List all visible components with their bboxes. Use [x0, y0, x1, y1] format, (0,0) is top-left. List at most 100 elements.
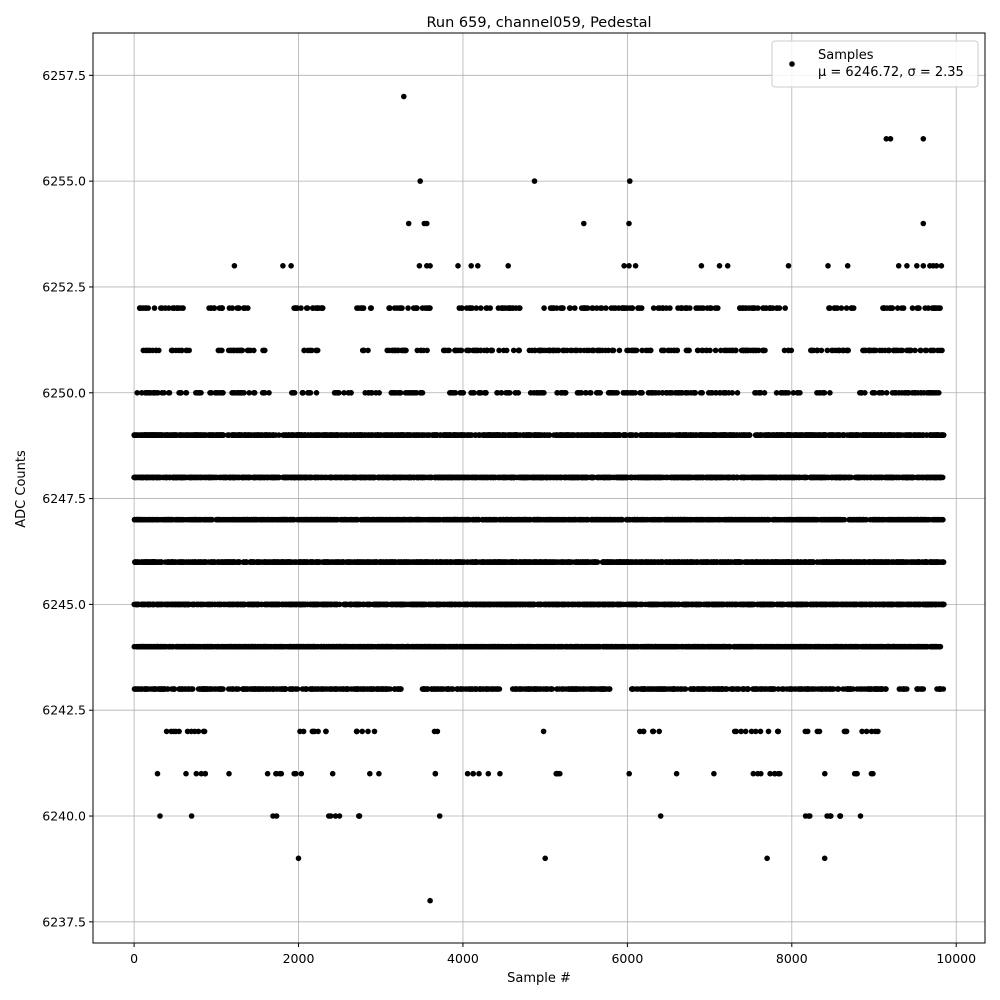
- data-point: [617, 559, 624, 565]
- data-point: [479, 601, 485, 608]
- data-point: [278, 643, 285, 650]
- data-point: [937, 686, 944, 692]
- data-point: [477, 686, 483, 692]
- data-point: [872, 643, 879, 650]
- data-point: [174, 643, 180, 650]
- data-point: [474, 559, 480, 565]
- data-point: [263, 686, 270, 692]
- data-point: [777, 559, 784, 565]
- data-point: [606, 686, 613, 692]
- data-point: [845, 643, 852, 650]
- data-point: [354, 559, 361, 565]
- data-point: [382, 601, 388, 608]
- data-point: [381, 559, 387, 565]
- data-point: [908, 559, 915, 565]
- data-point: [186, 686, 192, 692]
- data-point: [565, 686, 571, 692]
- data-point: [595, 601, 601, 608]
- data-point: [601, 643, 608, 650]
- data-point: [601, 601, 608, 608]
- data-point: [788, 601, 794, 608]
- data-point: [795, 686, 802, 692]
- data-point: [834, 686, 841, 692]
- data-point: [543, 601, 549, 608]
- data-point: [417, 643, 424, 650]
- data-point: [302, 601, 308, 608]
- data-point: [503, 601, 509, 608]
- data-point: [745, 643, 752, 650]
- data-point: [199, 686, 206, 692]
- data-point: [180, 559, 187, 565]
- data-point: [638, 601, 645, 608]
- data-point: [324, 559, 331, 565]
- data-point: [702, 686, 708, 692]
- data-point: [651, 643, 658, 650]
- data-point: [247, 686, 253, 692]
- data-point: [733, 601, 740, 608]
- data-point: [908, 601, 915, 608]
- data-point: [442, 601, 448, 608]
- data-point: [337, 686, 344, 692]
- data-point: [625, 601, 632, 608]
- data-point: [575, 686, 581, 692]
- data-point: [252, 686, 259, 692]
- data-point: [900, 686, 906, 692]
- data-point: [294, 686, 301, 692]
- data-point: [449, 601, 456, 608]
- data-point: [791, 643, 798, 650]
- data-point: [242, 601, 248, 608]
- data-point: [396, 559, 403, 565]
- data-point: [786, 643, 792, 650]
- data-point: [879, 686, 885, 692]
- data-point: [380, 686, 386, 692]
- data-point: [527, 559, 533, 565]
- data-point: [204, 686, 211, 692]
- data-point: [512, 559, 519, 565]
- data-point: [687, 643, 694, 650]
- data-point: [745, 601, 752, 608]
- data-point: [629, 686, 636, 692]
- data-point: [389, 559, 395, 565]
- data-point: [186, 601, 192, 608]
- data-point: [722, 559, 729, 565]
- data-point: [215, 643, 221, 650]
- data-point: [444, 686, 451, 692]
- data-point: [762, 643, 769, 650]
- data-point: [433, 601, 440, 608]
- data-point: [320, 559, 326, 565]
- data-point: [458, 643, 464, 650]
- data-point: [259, 686, 266, 692]
- data-point: [808, 643, 814, 650]
- data-point: [889, 643, 896, 650]
- data-point: [318, 643, 325, 650]
- data-point: [242, 643, 249, 650]
- data-point: [133, 559, 140, 565]
- data-point: [708, 559, 715, 565]
- data-point: [600, 686, 606, 692]
- data-point: [473, 643, 479, 650]
- data-point: [429, 643, 435, 650]
- data-point: [780, 686, 787, 692]
- data-point: [465, 601, 471, 608]
- data-point: [211, 601, 218, 608]
- data-point: [290, 643, 297, 650]
- data-point: [665, 601, 672, 608]
- data-point: [769, 686, 776, 692]
- data-point: [647, 643, 653, 650]
- data-point: [607, 643, 614, 650]
- data-point: [314, 559, 321, 565]
- data-point: [923, 643, 929, 650]
- data-point: [653, 686, 660, 692]
- data-point: [299, 686, 306, 692]
- data-point: [689, 601, 696, 608]
- data-point: [233, 686, 239, 692]
- data-point: [765, 601, 772, 608]
- data-point: [940, 559, 946, 565]
- data-point: [877, 559, 884, 565]
- data-point: [709, 643, 716, 650]
- data-point: [902, 601, 908, 608]
- data-point: [216, 601, 223, 608]
- data-point: [464, 559, 471, 565]
- data-point: [920, 601, 927, 608]
- data-point: [816, 643, 822, 650]
